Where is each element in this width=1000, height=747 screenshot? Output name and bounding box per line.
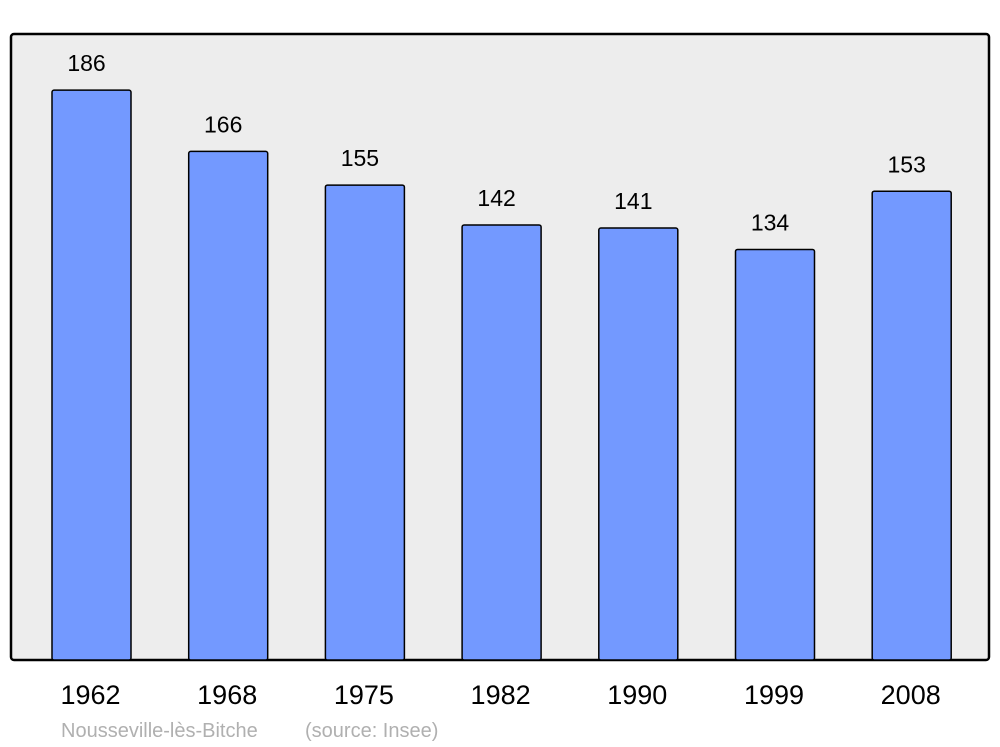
data-label-1962: 186 [67, 50, 105, 76]
bar-1975 [324, 184, 406, 661]
data-label-1968: 166 [204, 111, 242, 137]
data-label-1990: 141 [614, 188, 652, 214]
bar-1968 [187, 150, 269, 661]
x-tick-label: 2008 [881, 680, 941, 710]
bar-1999 [734, 248, 816, 661]
x-tick-label: 1975 [334, 680, 394, 710]
data-label-1999: 134 [751, 209, 790, 235]
x-tick-label: 1968 [197, 680, 257, 710]
bar-1990 [598, 227, 679, 661]
bar-1982 [461, 224, 542, 661]
footer-source: (source: Insee) [305, 720, 438, 742]
data-label-1975: 155 [341, 145, 379, 171]
bar-2008 [871, 190, 952, 661]
data-label-1982: 142 [477, 185, 515, 211]
footer-place: Nousseville-lès-Bitche [61, 720, 258, 742]
x-tick-label: 1962 [60, 680, 120, 710]
x-tick-label: 1990 [607, 680, 667, 710]
bar-1962 [51, 89, 132, 661]
x-tick-label: 1982 [471, 680, 531, 710]
data-label-2008: 153 [888, 151, 926, 177]
x-tick-label: 1999 [744, 680, 804, 710]
